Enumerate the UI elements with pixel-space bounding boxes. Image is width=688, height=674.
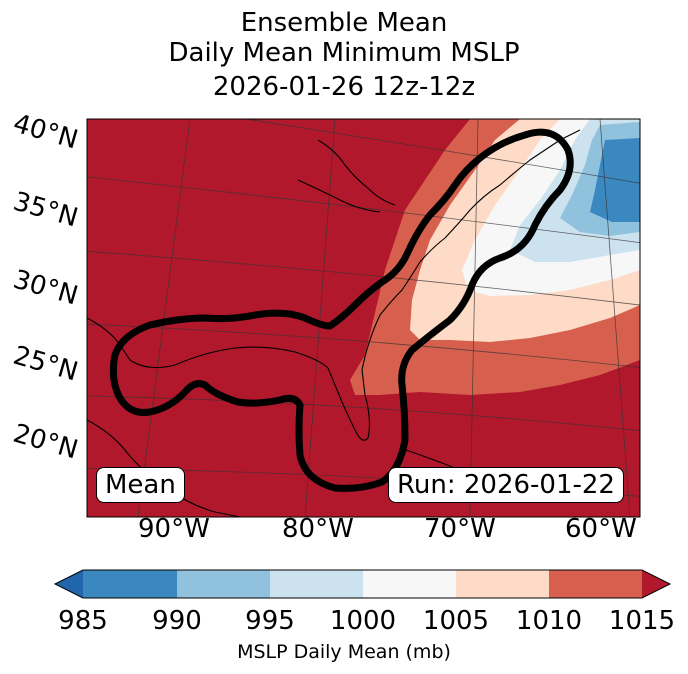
colorbar-tick-995: 995 — [245, 606, 295, 636]
colorbar-tick-985: 985 — [58, 606, 108, 636]
lon-label-70w: 70°W — [424, 514, 496, 544]
lon-label-60w: 60°W — [565, 514, 637, 544]
map-title-line-3: 2026-01-26 12z-12z — [212, 72, 476, 102]
map-frame — [86, 118, 641, 518]
colorbar-segment-990-995 — [177, 570, 270, 598]
colorbar-under-arrow — [55, 570, 83, 598]
map-panel — [87, 119, 640, 517]
colorbar-tick-1010: 1010 — [515, 606, 583, 636]
colorbar-segment-1005-1010 — [456, 570, 549, 598]
colorbar-tick-990: 990 — [152, 606, 202, 636]
field-below-985 — [590, 138, 640, 222]
mean-label-box: Mean — [96, 467, 185, 503]
lon-label-90w: 90°W — [138, 514, 210, 544]
colorbar-segment-1010-1015 — [549, 570, 642, 598]
ensemble-contour — [109, 128, 574, 492]
colorbar-segment-985-990 — [83, 570, 177, 598]
colorbar-tick-1015: 1015 — [608, 606, 676, 636]
lon-label-80w: 80°W — [282, 514, 354, 544]
colorbar-tick-1005: 1005 — [422, 606, 490, 636]
colorbar-segment-1000-1005 — [363, 570, 456, 598]
colorbar-segment-995-1000 — [270, 570, 363, 598]
map-title-line-2: Daily Mean Minimum MSLP — [168, 38, 520, 68]
colorbar-tick-1000: 1000 — [329, 606, 397, 636]
colorbar-over-arrow — [642, 570, 670, 598]
colorbar — [53, 569, 672, 599]
map-title-line-1: Ensemble Mean — [240, 8, 448, 38]
run-date-box: Run: 2026-01-22 — [388, 467, 624, 503]
colorbar-label: MSLP Daily Mean (mb) — [237, 641, 451, 663]
